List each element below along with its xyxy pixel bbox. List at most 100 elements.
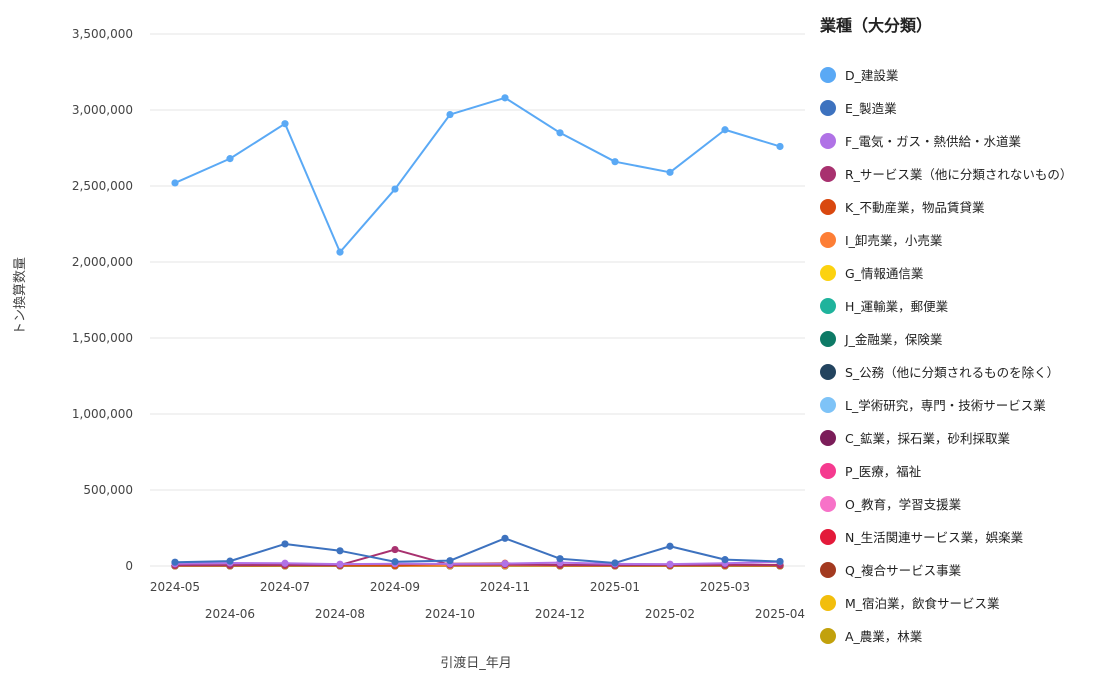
- legend-item[interactable]: R_サービス業（他に分類されないもの）: [820, 157, 1114, 190]
- legend-marker: [820, 627, 836, 644]
- legend-label: J_金融業，保険業: [845, 332, 943, 347]
- data-point: [226, 557, 234, 565]
- series-0: [171, 94, 784, 256]
- y-tick-label: 3,500,000: [72, 27, 133, 41]
- data-point: [391, 558, 399, 566]
- x-tick-label: 2024-10: [425, 607, 475, 621]
- legend-label: C_鉱業，採石業，砂利採取業: [845, 431, 1010, 446]
- y-tick-label: 1,000,000: [72, 407, 133, 421]
- x-tick-label: 2024-08: [315, 607, 365, 621]
- legend-label: P_医療，福祉: [845, 464, 922, 479]
- legend-items: D_建設業 E_製造業 F_電気・ガス・熱供給・水道業 R_サービス業（他に分類されな…: [820, 58, 1114, 652]
- legend-item[interactable]: F_電気・ガス・熱供給・水道業: [820, 124, 1114, 157]
- legend-item[interactable]: N_生活関連サービス業，娯楽業: [820, 520, 1114, 553]
- legend-item[interactable]: E_製造業: [820, 91, 1114, 124]
- x-axis-ticks: 2024-05 2024-06 2024-07 2024-08 2024-09 2024-…: [150, 580, 805, 621]
- y-tick-label: 1,500,000: [72, 331, 133, 345]
- legend-marker: [820, 429, 836, 446]
- legend-item[interactable]: P_医療，福祉: [820, 454, 1114, 487]
- data-point: [281, 120, 289, 128]
- legend-item[interactable]: M_宿泊業，飲食サービス業: [820, 586, 1114, 619]
- data-point: [281, 540, 289, 548]
- x-tick-label: 2024-09: [370, 580, 420, 594]
- data-point: [666, 168, 674, 176]
- legend-item[interactable]: G_情報通信業: [820, 256, 1114, 289]
- legend-label: A_農業，林業: [845, 629, 923, 644]
- y-tick-label: 3,000,000: [72, 103, 133, 117]
- data-point: [226, 155, 234, 163]
- legend-item[interactable]: I_卸売業，小売業: [820, 223, 1114, 256]
- x-tick-label: 2024-06: [205, 607, 255, 621]
- legend-marker: [820, 528, 836, 545]
- data-point: [171, 179, 179, 187]
- legend-marker: [820, 165, 836, 182]
- legend-label: D_建設業: [845, 68, 899, 83]
- legend-label: G_情報通信業: [845, 266, 924, 281]
- x-tick-label: 2024-12: [535, 607, 585, 621]
- data-point: [666, 542, 674, 550]
- legend-label: E_製造業: [845, 101, 897, 116]
- legend-label: S_公務（他に分類されるものを除く）: [845, 365, 1060, 380]
- data-point: [776, 142, 784, 151]
- legend-item[interactable]: J_金融業，保険業: [820, 322, 1114, 355]
- legend-item[interactable]: H_運輸業，郵便業: [820, 289, 1114, 322]
- legend-label: F_電気・ガス・熱供給・水道業: [845, 134, 1021, 149]
- legend: 業種（大分類） D_建設業 E_製造業 F_電気・ガス・熱供給・水道業 R_サービス業…: [820, 10, 1114, 652]
- legend-label: Q_複合サービス事業: [845, 563, 962, 578]
- data-point: [281, 559, 289, 567]
- legend-marker: [820, 462, 836, 479]
- y-tick-label: 0: [125, 559, 133, 573]
- legend-marker: [820, 231, 836, 248]
- y-tick-label: 2,500,000: [72, 179, 133, 193]
- legend-label: L_学術研究，専門・技術サービス業: [845, 398, 1046, 413]
- series-line: [174, 560, 781, 566]
- legend-label: O_教育，学習支援業: [845, 497, 962, 512]
- legend-marker: [820, 99, 836, 116]
- data-point: [501, 534, 509, 542]
- legend-title: 業種（大分類）: [820, 16, 933, 35]
- data-point: [501, 559, 509, 568]
- y-axis-title: トン換算数量: [13, 257, 28, 335]
- series-line: [174, 96, 781, 254]
- line-chart: 0 500,000 1,000,000 1,500,000 2,000,000 2,500…: [13, 27, 805, 671]
- legend-item[interactable]: K_不動産業，物品賃貸業: [820, 190, 1114, 223]
- y-tick-label: 2,000,000: [72, 255, 133, 269]
- y-tick-label: 500,000: [83, 483, 133, 497]
- y-axis-ticks: 0 500,000 1,000,000 1,500,000 2,000,000 2,500…: [72, 27, 133, 573]
- x-tick-label: 2025-02: [645, 607, 695, 621]
- data-point: [391, 185, 399, 193]
- legend-marker: [820, 264, 836, 281]
- legend-marker: [820, 561, 836, 578]
- data-point: [721, 126, 729, 134]
- legend-marker: [820, 132, 836, 149]
- legend-item[interactable]: C_鉱業，採石業，砂利採取業: [820, 421, 1114, 454]
- legend-marker: [820, 297, 836, 314]
- legend-label: I_卸売業，小売業: [845, 233, 943, 248]
- legend-item[interactable]: D_建設業: [820, 58, 1114, 91]
- data-point: [336, 248, 344, 256]
- legend-marker: [820, 495, 836, 512]
- data-point: [391, 545, 399, 554]
- legend-label: K_不動産業，物品賃貸業: [845, 200, 985, 215]
- x-tick-label: 2024-07: [260, 580, 310, 594]
- data-point: [446, 110, 454, 119]
- legend-marker: [820, 330, 836, 347]
- legend-item[interactable]: L_学術研究，専門・技術サービス業: [820, 388, 1114, 421]
- legend-item[interactable]: O_教育，学習支援業: [820, 487, 1114, 520]
- legend-marker: [820, 396, 836, 413]
- data-point: [556, 129, 564, 137]
- legend-item[interactable]: Q_複合サービス事業: [820, 553, 1114, 586]
- data-point: [501, 94, 509, 102]
- legend-marker: [820, 363, 836, 380]
- legend-marker: [820, 198, 836, 215]
- data-point: [336, 547, 344, 555]
- legend-label: M_宿泊業，飲食サービス業: [845, 596, 1000, 611]
- legend-label: R_サービス業（他に分類されないもの）: [845, 167, 1073, 182]
- legend-item[interactable]: S_公務（他に分類されるものを除く）: [820, 355, 1114, 388]
- x-tick-label: 2025-01: [590, 580, 640, 594]
- legend-marker: [820, 66, 836, 83]
- legend-item[interactable]: A_農業，林業: [820, 619, 1114, 652]
- data-point: [336, 560, 344, 568]
- data-point: [171, 558, 179, 566]
- series-line: [174, 537, 781, 564]
